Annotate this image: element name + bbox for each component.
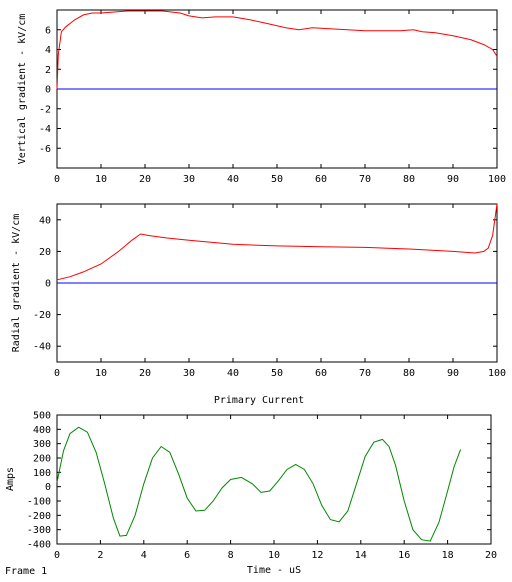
primary-current-x-tick-label: 2 xyxy=(97,550,103,561)
primary-current-x-tick-label: 18 xyxy=(442,550,454,561)
vertical-gradient-x-tick-label: 10 xyxy=(95,174,107,185)
radial-gradient-y-tick-label: -20 xyxy=(33,310,51,321)
vertical-gradient-x-tick-label: 30 xyxy=(183,174,195,185)
primary-current-x-tick-label: 12 xyxy=(311,550,323,561)
radial-gradient-chart: 0 10 20 30 40 50 60 70 80 90 100 -40 -20 0 20 40 Radial… xyxy=(11,203,506,379)
radial-gradient-series-line xyxy=(56,203,498,281)
primary-current-x-tick-label: 16 xyxy=(398,550,410,561)
vertical-gradient-y-tick-label: 0 xyxy=(45,85,51,96)
primary-current-y-tick-label: -200 xyxy=(27,511,51,522)
vertical-gradient-x-tick-label: 70 xyxy=(359,174,371,185)
vertical-gradient-series-line xyxy=(56,10,498,90)
frame-label: Frame 1 xyxy=(5,566,47,577)
primary-current-y-tick-label: 0 xyxy=(45,482,51,493)
vertical-gradient-y-tick-label: -6 xyxy=(39,144,51,155)
primary-current-y-tick-label: 100 xyxy=(33,468,51,479)
radial-gradient-x-tick-label: 40 xyxy=(227,368,239,379)
primary-current-x-tick-label: 4 xyxy=(141,550,147,561)
primary-current-series xyxy=(56,426,462,542)
primary-current-y-tick-label: -400 xyxy=(27,540,51,551)
radial-gradient-x-tick-label: 0 xyxy=(54,368,60,379)
primary-current-x-tick-label: 8 xyxy=(228,550,234,561)
radial-gradient-series xyxy=(56,203,498,284)
radial-gradient-x-tick-label: 80 xyxy=(403,368,415,379)
vertical-gradient-y-axis-label: Vertical gradient - kV/cm xyxy=(17,14,28,165)
vertical-gradient-x-tick-label: 100 xyxy=(488,174,506,185)
radial-gradient-y-tick-label: 20 xyxy=(39,247,51,258)
primary-current-x-axis-label: Time - uS xyxy=(247,565,301,576)
radial-gradient-x-tick-label: 50 xyxy=(271,368,283,379)
radial-gradient-x-tick-label: 20 xyxy=(139,368,151,379)
primary-current-y-tick-label: -100 xyxy=(27,497,51,508)
primary-current-y-tick-label: 500 xyxy=(33,411,51,422)
vertical-gradient-y-tick-label: 6 xyxy=(45,25,51,36)
primary-current-y-axis-label: Amps xyxy=(5,467,16,491)
vertical-gradient-x-tick-label: 20 xyxy=(139,174,151,185)
vertical-gradient-y-tick-label: -4 xyxy=(39,124,51,135)
primary-current-y-tick-label: -300 xyxy=(27,525,51,536)
vertical-gradient-y-tick-label: 2 xyxy=(45,65,51,76)
primary-current-x-tick-label: 20 xyxy=(485,550,497,561)
vertical-gradient-chart: 0 10 20 30 40 50 60 70 80 90 100 -6 -4 -2 0 2 4 6 Vertica… xyxy=(17,9,506,185)
vertical-gradient-y-tick-label: -2 xyxy=(39,104,51,115)
radial-gradient-y-tick-label: 0 xyxy=(45,279,51,290)
primary-current-chart: Primary Current 0 2 4 6 8 10 12 14 16 18 20 -400 -30… xyxy=(5,395,497,576)
vertical-gradient-x-tick-label: 80 xyxy=(403,174,415,185)
vertical-gradient-series xyxy=(56,10,498,90)
radial-gradient-x-tick-label: 100 xyxy=(488,368,506,379)
vertical-gradient-x-tick-label: 60 xyxy=(315,174,327,185)
radial-gradient-tick-labels: 0 10 20 30 40 50 60 70 80 90 100 -40 -20 0 20 40 xyxy=(33,215,506,379)
radial-gradient-y-axis-label: Radial gradient - kV/cm xyxy=(11,214,22,352)
primary-current-plot-frame xyxy=(56,414,492,545)
radial-gradient-x-tick-label: 70 xyxy=(359,368,371,379)
primary-current-x-tick-label: 10 xyxy=(268,550,280,561)
primary-current-y-tick-label: 400 xyxy=(33,425,51,436)
radial-gradient-y-tick-label: 40 xyxy=(39,215,51,226)
radial-gradient-x-tick-label: 10 xyxy=(95,368,107,379)
primary-current-x-tick-label: 0 xyxy=(54,550,60,561)
vertical-gradient-tick-labels: 0 10 20 30 40 50 60 70 80 90 100 -6 -4 -2 0 2 4 6 xyxy=(39,25,506,185)
primary-current-tick-labels: 0 2 4 6 8 10 12 14 16 18 20 -400 -300 -200 -100 0 100 200… xyxy=(27,411,497,562)
primary-current-y-tick-label: 300 xyxy=(33,439,51,450)
primary-current-title: Primary Current xyxy=(214,395,304,406)
primary-current-ticks xyxy=(56,414,492,545)
radial-gradient-x-tick-label: 60 xyxy=(315,368,327,379)
vertical-gradient-x-tick-label: 0 xyxy=(54,174,60,185)
primary-current-y-tick-label: 200 xyxy=(33,454,51,465)
primary-current-series-line xyxy=(56,426,462,542)
vertical-gradient-x-tick-label: 40 xyxy=(227,174,239,185)
primary-current-x-tick-label: 6 xyxy=(184,550,190,561)
radial-gradient-x-tick-label: 30 xyxy=(183,368,195,379)
radial-gradient-x-tick-label: 90 xyxy=(447,368,459,379)
radial-gradient-y-tick-label: -40 xyxy=(33,342,51,353)
primary-current-x-tick-label: 14 xyxy=(355,550,367,561)
vertical-gradient-y-tick-label: 4 xyxy=(45,45,51,56)
vertical-gradient-x-tick-label: 50 xyxy=(271,174,283,185)
vertical-gradient-x-tick-label: 90 xyxy=(447,174,459,185)
